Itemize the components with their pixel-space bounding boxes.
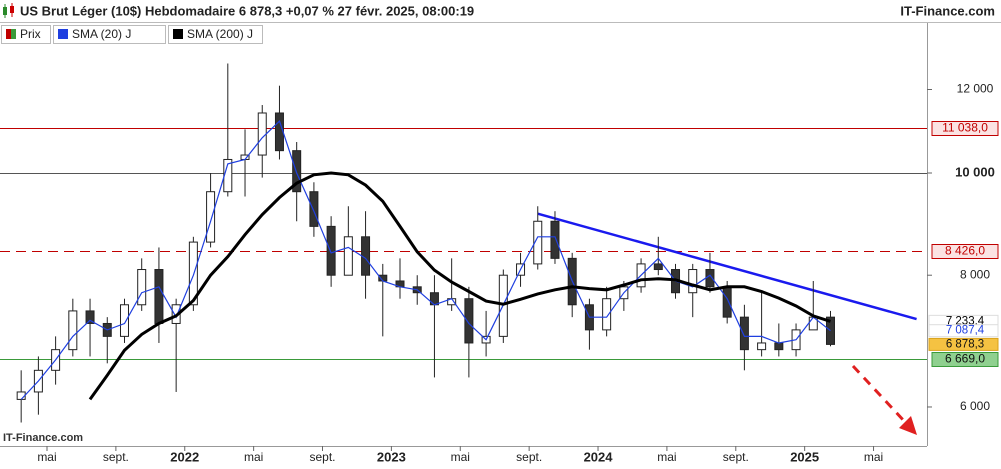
candle-body — [257, 112, 267, 156]
candle-body — [206, 191, 216, 243]
header-icon — [3, 3, 14, 18]
level-label-box — [931, 352, 999, 367]
legend-label: Prix — [20, 27, 41, 41]
forecast-arrow — [851, 364, 917, 435]
candle-body — [68, 310, 78, 351]
legend: Prix SMA (20) J SMA (200) J — [1, 25, 263, 44]
x-tick-label: mai — [657, 450, 676, 464]
x-tick-label: 2022 — [170, 449, 199, 464]
y-tick-label: 10 000 — [955, 164, 995, 179]
x-tick-label: sept. — [310, 450, 336, 464]
sma-line — [88, 171, 831, 401]
level-label: 6 669,0 — [945, 352, 985, 366]
y-tick-label: 12 000 — [957, 82, 994, 96]
candle-body — [653, 263, 663, 271]
x-tick-label: 2023 — [377, 449, 406, 464]
x-tick-label: sept. — [103, 450, 129, 464]
candle-body — [309, 191, 319, 227]
x-tick-label: 2025 — [790, 449, 819, 464]
y-tick-label: 6 000 — [960, 399, 990, 413]
legend-swatch — [58, 29, 68, 39]
legend-box — [53, 25, 166, 44]
candle-body — [154, 269, 164, 324]
x-tick-label: mai — [37, 450, 56, 464]
plot-area — [0, 63, 927, 423]
trend-line — [537, 212, 917, 321]
last-value-label: 6 878,3 — [946, 338, 984, 350]
x-tick-label: mai — [451, 450, 470, 464]
candle-body — [550, 220, 560, 259]
candle-body — [825, 316, 835, 345]
legend-swatch — [6, 29, 11, 39]
level-label-box — [931, 121, 999, 136]
candle-body — [343, 236, 353, 276]
candle-body — [85, 310, 95, 324]
legend-label: SMA (200) J — [187, 27, 253, 41]
candle-body — [137, 269, 147, 306]
x-tick-label: mai — [244, 450, 263, 464]
candle-body — [533, 220, 543, 265]
level-label-box — [931, 244, 999, 259]
brand: IT-Finance.com — [900, 3, 995, 18]
legend-label: SMA (20) J — [72, 27, 131, 41]
x-tick-label: 2024 — [584, 449, 614, 464]
last-value-box — [928, 337, 999, 351]
legend-swatch — [11, 29, 16, 39]
candle-body — [464, 298, 474, 344]
header-title: US Brut Léger (10$) Hebdomadaire 6 878,3… — [20, 3, 474, 18]
x-tick-label: sept. — [516, 450, 542, 464]
watermark: IT-Finance.com — [3, 432, 83, 444]
legend-swatch — [173, 29, 183, 39]
level-label: 11 038,0 — [942, 121, 988, 135]
candle-body — [119, 304, 129, 337]
last-value-box — [928, 324, 999, 338]
last-value-label: 7 087,4 — [946, 325, 985, 337]
candle-body — [602, 298, 612, 331]
candle-body — [688, 269, 698, 294]
candle-body — [274, 112, 284, 152]
candle-body — [774, 342, 784, 351]
level-label: 8 426,0 — [945, 244, 985, 258]
legend-box — [168, 25, 263, 44]
candle-body — [326, 225, 336, 276]
candle-body — [757, 342, 767, 351]
y-tick-label: 8 000 — [960, 267, 990, 281]
candle-body — [739, 316, 749, 351]
candle-body — [722, 286, 732, 318]
x-tick-label: mai — [864, 450, 883, 464]
x-tick-label: sept. — [723, 450, 749, 464]
axes: 6 000 8 000 10 000 12 000 mai sept. 2022 mai sep… — [0, 23, 999, 464]
